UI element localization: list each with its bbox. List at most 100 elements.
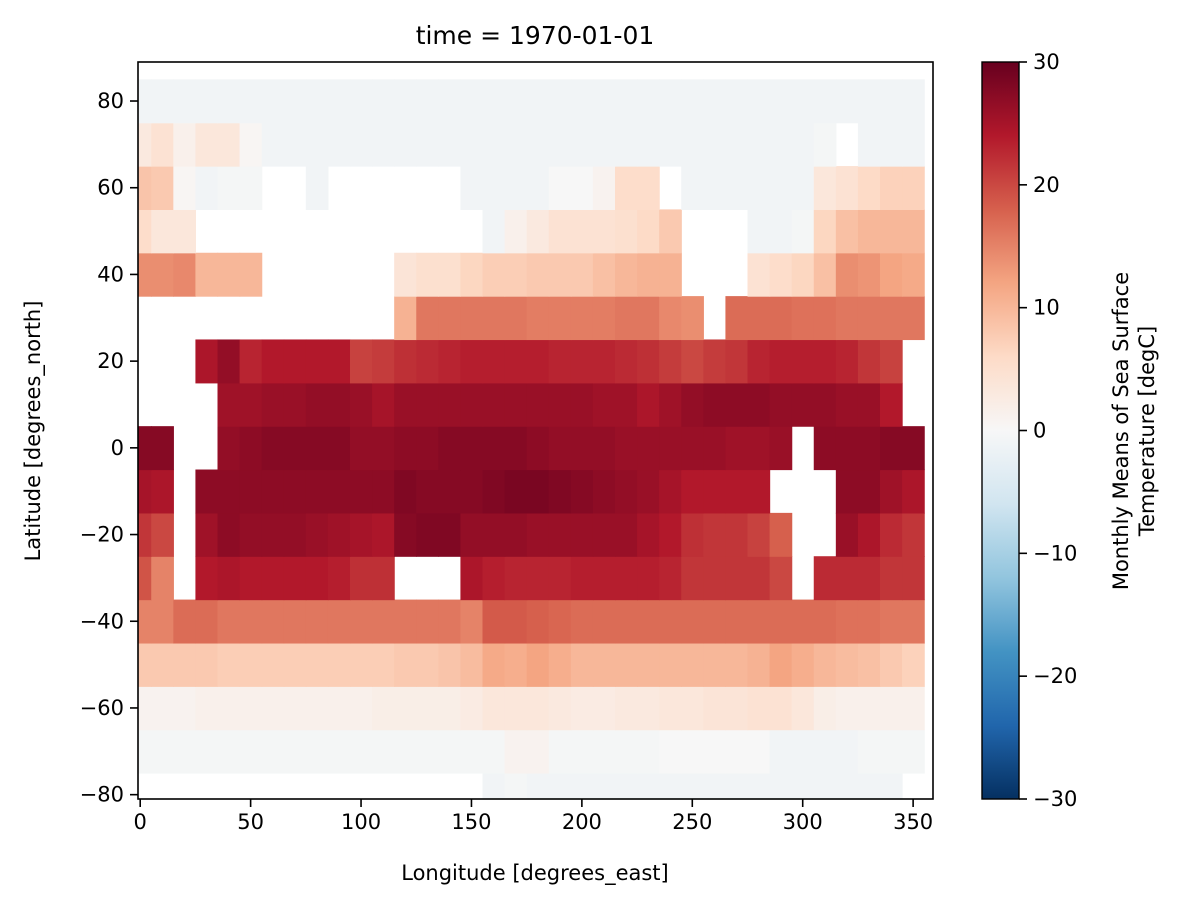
heatmap-cell [482, 166, 506, 210]
heatmap-cell [791, 296, 815, 341]
heatmap-cell [526, 296, 550, 341]
heatmap-cell [239, 426, 263, 471]
colorbar-tick-label: 30 [1033, 50, 1060, 74]
heatmap-cell [592, 166, 616, 210]
heatmap-cell [372, 642, 395, 687]
heatmap-cell [526, 642, 550, 687]
heatmap-cell [615, 642, 638, 687]
colorbar-tick-label: −10 [1033, 541, 1077, 565]
heatmap-cell [151, 166, 174, 210]
heatmap-cell [592, 252, 616, 297]
heatmap-cell [703, 772, 727, 800]
heatmap-cell [526, 729, 550, 774]
heatmap-cell [637, 79, 660, 124]
heatmap-cell [902, 642, 925, 687]
heatmap-cell [813, 772, 837, 800]
heatmap-cell [526, 252, 550, 297]
heatmap-cell [394, 122, 417, 167]
heatmap-cell [703, 599, 727, 644]
heatmap-cell [482, 252, 506, 297]
heatmap-cell [747, 729, 771, 774]
heatmap-cell [637, 426, 660, 471]
heatmap-cell [261, 469, 285, 514]
heatmap-cell [725, 512, 749, 557]
heatmap-cell [835, 642, 859, 687]
heatmap-cell [791, 122, 815, 167]
heatmap-cell [835, 296, 859, 341]
heatmap-cell [769, 339, 793, 384]
heatmap-cell [460, 166, 484, 210]
heatmap-cell [615, 339, 638, 384]
heatmap-cell [350, 426, 373, 471]
heatmap-cell [504, 209, 528, 254]
heatmap-cell [592, 772, 616, 800]
heatmap-cell [261, 642, 285, 687]
heatmap-cell [217, 469, 241, 514]
heatmap-cell [526, 122, 550, 167]
heatmap-cell [857, 686, 881, 731]
heatmap-cell [239, 122, 263, 167]
heatmap-cell [416, 426, 439, 471]
heatmap-cell [504, 686, 528, 731]
heatmap-cell [747, 556, 771, 601]
y-axis-ticks: −80 −60 −40 −20 0 20 40 60 80 [80, 89, 138, 807]
heatmap-cell [283, 469, 307, 514]
heatmap-cell [813, 382, 837, 427]
heatmap-cell [548, 79, 572, 124]
heatmap-cell [747, 382, 771, 427]
heatmap-cell [548, 122, 572, 167]
heatmap-cell [791, 642, 815, 687]
heatmap-cell [416, 339, 439, 384]
heatmap-cell [637, 166, 660, 210]
heatmap-cell [283, 79, 307, 124]
heatmap-cell [769, 122, 793, 167]
heatmap-cell [813, 599, 837, 644]
heatmap-cell [482, 469, 506, 514]
y-tick-label: −40 [80, 609, 124, 633]
heatmap-cell [394, 599, 417, 644]
heatmap-cell [570, 772, 594, 800]
heatmap-cell [570, 296, 594, 341]
heatmap-cell [570, 339, 594, 384]
heatmap-cell [725, 686, 749, 731]
heatmap-cell [283, 642, 307, 687]
heatmap-cell [350, 469, 373, 514]
heatmap-cell [327, 79, 351, 124]
heatmap-cell [350, 79, 373, 124]
heatmap-cell [747, 599, 771, 644]
heatmap-cell [239, 642, 263, 687]
heatmap-cell [725, 556, 749, 601]
heatmap-cell [548, 339, 572, 384]
heatmap-cell [615, 772, 638, 800]
heatmap-cell [394, 339, 417, 384]
heatmap-cell [570, 599, 594, 644]
heatmap-cell [813, 122, 837, 167]
heatmap-cell [813, 79, 837, 124]
heatmap-cell [681, 729, 704, 774]
heatmap-cell [570, 686, 594, 731]
heatmap-cell [791, 686, 815, 731]
heatmap-cell [570, 122, 594, 167]
heatmap-cell [659, 426, 682, 471]
heatmap-cell [880, 79, 903, 124]
heatmap-cell [548, 642, 572, 687]
heatmap-cell [902, 209, 925, 254]
heatmap-cell [504, 729, 528, 774]
heatmap-cell [570, 512, 594, 557]
heatmap-cell [239, 166, 263, 210]
heatmap-cell [305, 339, 329, 384]
heatmap-cell [637, 252, 660, 297]
heatmap-cell [138, 252, 152, 297]
heatmap-cell [681, 382, 704, 427]
heatmap-cell [350, 642, 373, 687]
heatmap-cell [835, 729, 859, 774]
heatmap-cell [835, 166, 859, 210]
heatmap-cell [791, 166, 815, 210]
heatmap-cell [151, 122, 174, 167]
heatmap-cell [813, 686, 837, 731]
heatmap-cell [747, 469, 771, 514]
heatmap-cell [195, 252, 219, 297]
heatmap-cell [438, 122, 462, 167]
heatmap-cell [239, 382, 263, 427]
heatmap-cell [151, 599, 174, 644]
